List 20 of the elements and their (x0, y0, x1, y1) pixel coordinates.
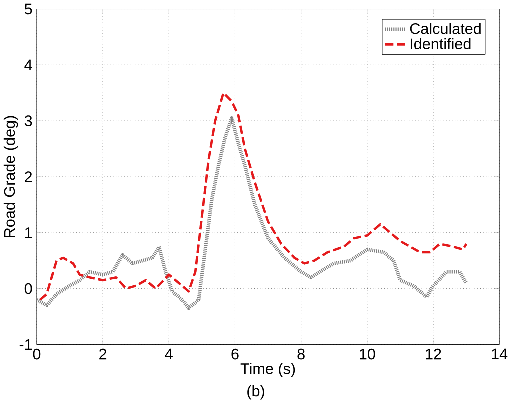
y-tick-label: -1 (20, 340, 32, 350)
x-tick-label: 2 (100, 349, 107, 360)
x-tick-label: 0 (33, 349, 41, 360)
legend-label: Identified (411, 38, 471, 50)
y-tick-label: 4 (24, 60, 32, 71)
x-tick-label: 8 (298, 349, 305, 360)
y-tick-label: 5 (24, 4, 32, 15)
x-tick-label: 10 (360, 349, 376, 360)
y-tick-label: 1 (25, 228, 32, 238)
y-tick-label: 0 (24, 284, 32, 294)
legend-label: Calculated (410, 23, 481, 35)
y-tick-label: 3 (24, 116, 32, 127)
x-axis-title: Time (s) (240, 363, 296, 378)
x-tick-label: 6 (232, 349, 239, 360)
x-tick-label: 4 (165, 349, 173, 360)
x-tick-label: 12 (426, 349, 442, 360)
y-tick-label: 2 (25, 172, 32, 183)
text: (b) (248, 386, 264, 400)
y-axis-title: Road Grade (deg) (4, 116, 18, 238)
x-tick-label: 14 (492, 349, 508, 360)
